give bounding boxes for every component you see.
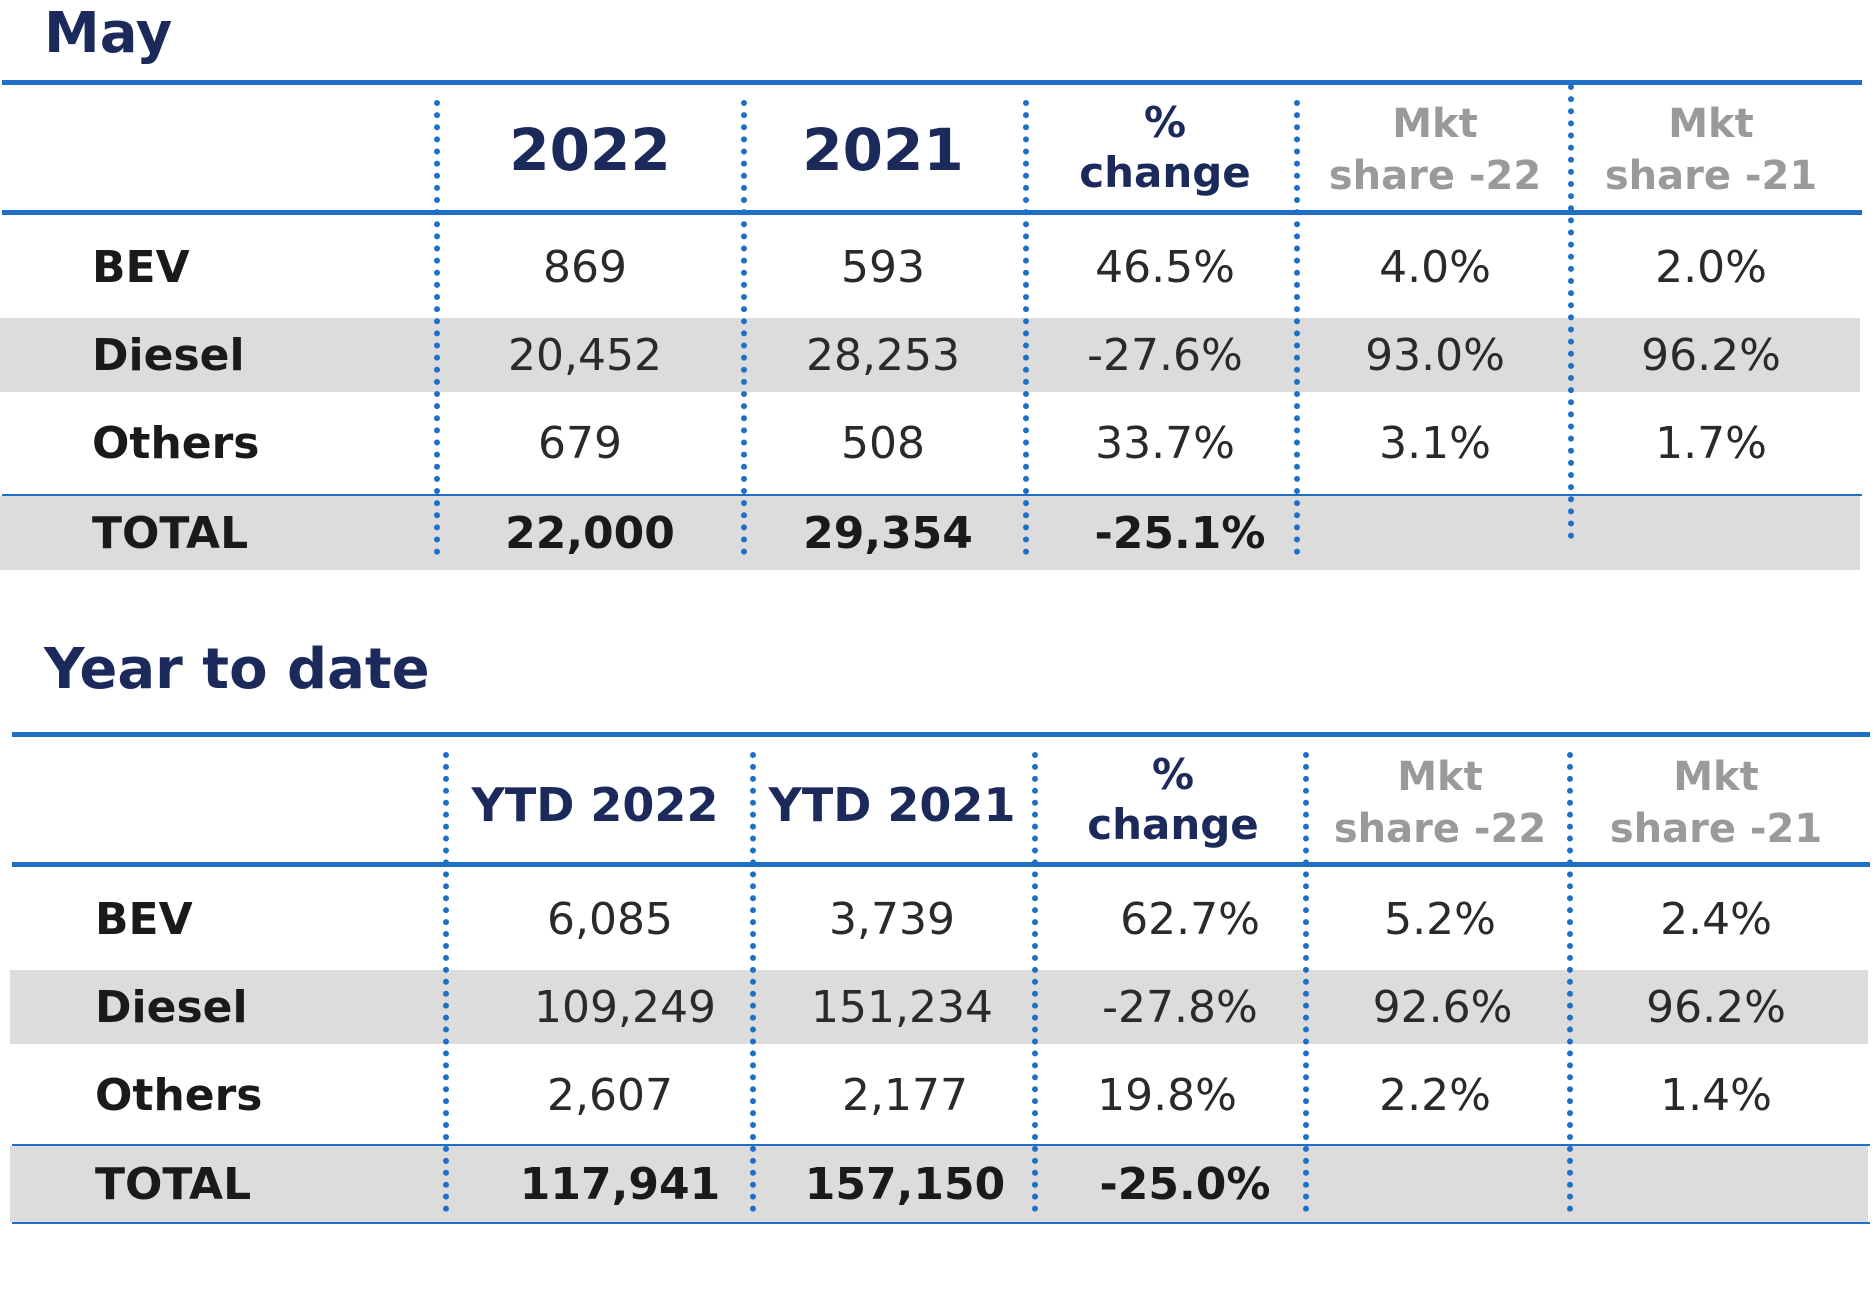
header-ytd-2022: YTD 2022: [471, 778, 719, 832]
cell-mkt-share-22: 4.0%: [1379, 241, 1491, 293]
row-label-diesel: Diesel: [95, 981, 248, 1033]
cell-2021: 593: [841, 241, 925, 293]
header-2021: 2021: [802, 116, 964, 184]
row-label-bev: BEV: [95, 893, 193, 945]
total-ytd-2021: 157,150: [804, 1158, 1006, 1210]
cell-mkt-share-22: 92.6%: [1372, 981, 1513, 1033]
total-2021: 29,354: [803, 507, 973, 559]
header-ytd-2021: YTD 2021: [768, 778, 1016, 832]
cell-mkt-share-22: 93.0%: [1365, 329, 1505, 381]
header-pct-symbol: %: [1143, 97, 1187, 147]
top-rule: [2, 80, 1862, 85]
header-change-word: change: [1087, 800, 1259, 849]
cell-mkt-share-22: 2.2%: [1379, 1069, 1491, 1121]
header-share-word: share -22: [1328, 153, 1542, 199]
bottom-rule: [12, 1222, 1870, 1224]
column-divider: [443, 752, 449, 1212]
cell-mkt-share-21: 1.7%: [1655, 417, 1767, 469]
header-2022: 2022: [509, 116, 671, 184]
cell-mkt-share-21: 96.2%: [1641, 329, 1781, 381]
ytd-section: Year to date YTD 2022 YTD 2021 % change …: [0, 630, 1875, 1250]
cell-mkt-share-21: 2.4%: [1660, 893, 1772, 945]
diesel-row-band: [10, 970, 1868, 1044]
column-divider: [1023, 100, 1029, 555]
column-divider: [741, 100, 747, 555]
cell-2022: 20,452: [508, 329, 662, 381]
header-mkt-share-21: Mkt share -21: [1576, 95, 1846, 205]
section-title: May: [44, 1, 173, 66]
row-label-others: Others: [92, 417, 260, 469]
top-rule: [12, 732, 1870, 737]
cell-ytd-2022: 6,085: [547, 893, 673, 945]
total-row-band: [0, 496, 1860, 570]
cell-ytd-2021: 3,739: [829, 893, 955, 945]
total-rule: [12, 1144, 1870, 1146]
column-divider: [1032, 752, 1038, 1212]
row-label-total: TOTAL: [92, 507, 249, 559]
cell-pct-change: 33.7%: [1095, 417, 1235, 469]
cell-ytd-2021: 2,177: [842, 1069, 968, 1121]
cell-mkt-share-22: 3.1%: [1379, 417, 1491, 469]
total-pct-change: -25.1%: [1094, 507, 1266, 559]
column-divider: [1568, 84, 1574, 539]
cell-mkt-share-21: 96.2%: [1646, 981, 1786, 1033]
column-divider: [750, 752, 756, 1212]
header-mkt-share-22: Mkt share -22: [1310, 748, 1570, 858]
header-mkt-share-22: Mkt share -22: [1300, 95, 1570, 205]
cell-pct-change: -27.8%: [1102, 981, 1258, 1033]
diesel-row-band: [0, 318, 1860, 392]
row-label-total: TOTAL: [95, 1158, 252, 1210]
cell-mkt-share-22: 5.2%: [1384, 893, 1496, 945]
total-2022: 22,000: [505, 507, 675, 559]
row-label-bev: BEV: [92, 241, 190, 293]
row-label-diesel: Diesel: [92, 329, 245, 381]
total-pct-change: -25.0%: [1099, 1158, 1271, 1210]
cell-mkt-share-21: 2.0%: [1655, 241, 1767, 293]
header-mkt-share-21: Mkt share -21: [1576, 748, 1856, 858]
cell-ytd-2022: 2,607: [547, 1069, 673, 1121]
header-share-word: share -22: [1333, 806, 1547, 852]
cell-ytd-2021: 151,234: [811, 981, 993, 1033]
header-rule: [2, 210, 1862, 215]
header-share-word: share -21: [1604, 153, 1818, 199]
cell-2021: 28,253: [806, 329, 960, 381]
cell-pct-change: -27.6%: [1087, 329, 1243, 381]
header-pct-change: % change: [1038, 740, 1308, 860]
header-pct-change: % change: [1030, 88, 1300, 208]
total-ytd-2022: 117,941: [519, 1158, 721, 1210]
column-divider: [1294, 100, 1300, 555]
header-share-word: share -21: [1609, 806, 1823, 852]
cell-pct-change: 62.7%: [1120, 893, 1260, 945]
column-divider: [1567, 752, 1573, 1212]
section-title: Year to date: [44, 637, 430, 702]
header-mkt-word: Mkt: [1397, 754, 1483, 800]
total-row-band: [10, 1146, 1868, 1222]
cell-pct-change: 46.5%: [1095, 241, 1235, 293]
column-divider: [434, 100, 440, 555]
may-section: May 2022 2021 % change Mkt share -22 Mkt…: [0, 0, 1875, 600]
header-mkt-word: Mkt: [1673, 754, 1759, 800]
cell-2022: 869: [543, 241, 627, 293]
header-change-word: change: [1079, 148, 1251, 197]
header-rule: [12, 862, 1870, 867]
cell-2022: 679: [538, 417, 622, 469]
column-divider: [1303, 752, 1309, 1212]
cell-ytd-2022: 109,249: [534, 981, 716, 1033]
header-pct-symbol: %: [1151, 749, 1195, 799]
header-mkt-word: Mkt: [1668, 101, 1754, 147]
cell-mkt-share-21: 1.4%: [1660, 1069, 1772, 1121]
cell-pct-change: 19.8%: [1097, 1069, 1237, 1121]
row-label-others: Others: [95, 1069, 263, 1121]
total-rule: [2, 494, 1862, 496]
header-mkt-word: Mkt: [1392, 101, 1478, 147]
cell-2021: 508: [841, 417, 925, 469]
